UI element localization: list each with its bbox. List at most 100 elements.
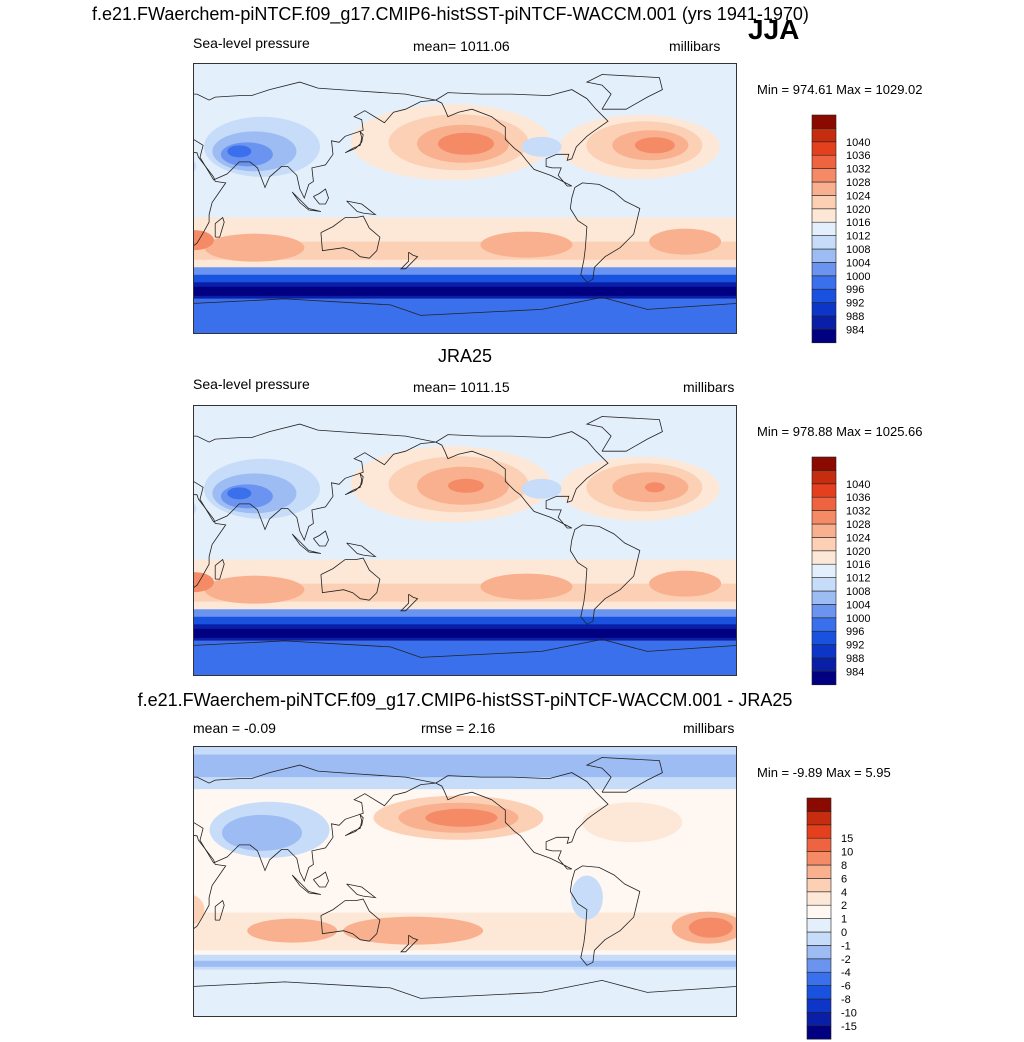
south-pacific-high <box>480 573 573 600</box>
panel2-minmax: Min = 978.88 Max = 1025.66 <box>757 424 923 439</box>
colorbar-0-box-15 <box>811 128 837 143</box>
colorbar-2-box-11 <box>806 878 832 893</box>
panel2-title: JRA25 <box>437 346 493 366</box>
colorbar-2-box-14 <box>806 837 832 852</box>
colorbar-0-box-8 <box>811 221 837 236</box>
colorbar-2-box-17 <box>806 797 832 812</box>
coastline-4 <box>569 524 641 625</box>
colorbar-2-box-7 <box>806 931 832 946</box>
asian-low-core <box>227 145 252 158</box>
asian-low-core <box>227 487 252 500</box>
coastline-10 <box>291 191 321 212</box>
south-africa-high <box>194 572 214 593</box>
panel3-units-label: millibars <box>683 720 735 736</box>
coastline-9 <box>313 871 329 888</box>
colorbar-0-label-5: 1004 <box>846 257 870 269</box>
colorbar-2-box-10 <box>806 891 832 906</box>
coastline-1 <box>194 81 436 200</box>
colorbar-0-label-13: 1036 <box>846 150 870 162</box>
colorbar-2-label-0: -15 <box>841 1021 857 1033</box>
coastline-6 <box>194 296 736 316</box>
andes-negative <box>570 875 603 920</box>
coastline-7 <box>344 130 364 154</box>
colorbar-0-label-9: 1020 <box>846 204 870 216</box>
colorbar-1-box-7 <box>811 577 837 592</box>
coastline-5 <box>585 74 663 110</box>
coastline-8 <box>214 216 225 238</box>
azores-high-core <box>634 137 675 154</box>
colorbar-2-label-10: 4 <box>841 887 847 899</box>
coastline-3 <box>435 89 609 187</box>
panel3-minmax: Min = -9.89 Max = 5.95 <box>757 765 891 780</box>
panel1-variable-label: Sea-level pressure <box>193 35 310 51</box>
colorbar-1-label-11: 1028 <box>846 519 870 531</box>
colorbar-2-box-15 <box>806 824 832 839</box>
colorbar-0-box-0 <box>811 329 837 344</box>
southern-negative-core <box>194 960 736 967</box>
colorbar-1-label-1: 988 <box>846 653 864 665</box>
coastline-2 <box>320 557 381 601</box>
coastline-10 <box>291 533 321 554</box>
colorbar-1-box-5 <box>811 604 837 619</box>
colorbar-1-label-0: 984 <box>846 666 864 678</box>
colorbar-0-box-14 <box>811 141 837 156</box>
colorbar-0-label-2: 992 <box>846 298 864 310</box>
coastlines <box>194 757 736 999</box>
colorbar-1-label-4: 1000 <box>846 613 870 625</box>
colorbar-0-label-1: 988 <box>846 311 864 323</box>
colorbar-2-label-3: -6 <box>841 981 851 993</box>
colorbar-2-box-16 <box>806 811 832 826</box>
colorbar-2-label-2: -8 <box>841 994 851 1006</box>
colorbar-2-box-13 <box>806 851 832 866</box>
indian-positive <box>247 918 338 943</box>
colorbar-2-box-5 <box>806 958 832 973</box>
panel3-mean-label: mean = -0.09 <box>193 720 276 736</box>
panel2-units-label: millibars <box>683 379 735 395</box>
colorbar-1-label-8: 1016 <box>846 559 870 571</box>
panel2-map-plot <box>194 406 736 675</box>
colorbar-0-box-4 <box>811 275 837 290</box>
coastline-12 <box>400 251 419 270</box>
coastline-3 <box>435 772 609 870</box>
colorbar-0-label-7: 1012 <box>846 231 870 243</box>
colorbar-1-box-9 <box>811 550 837 565</box>
colorbar-1-label-2: 992 <box>846 640 864 652</box>
atlantic-positive <box>582 802 683 843</box>
antarctic-band <box>194 969 736 1016</box>
colorbar-2-box-2 <box>806 998 832 1013</box>
coastline-9 <box>313 188 329 205</box>
coastline-4 <box>569 865 641 966</box>
colorbar-0-box-12 <box>811 168 837 183</box>
colorbar-1-box-2 <box>811 644 837 659</box>
colorbar-2-box-3 <box>806 985 832 1000</box>
south-atlantic-high <box>649 570 722 597</box>
colorbar-0-box-9 <box>811 208 837 223</box>
coastline-0 <box>194 152 227 246</box>
colorbar-0-label-10: 1024 <box>846 190 870 202</box>
colorbar-1-label-5: 1004 <box>846 599 870 611</box>
colorbar-0-box-10 <box>811 195 837 210</box>
colorbar-2-box-9 <box>806 904 832 919</box>
colorbar-0-box-2 <box>811 302 837 317</box>
colorbar-1-box-13 <box>811 496 837 511</box>
colorbar-1-box-1 <box>811 657 837 672</box>
coastline-12 <box>400 934 419 953</box>
coastline-8 <box>214 899 225 921</box>
indian-ocean-high <box>204 575 305 604</box>
panel3-map <box>193 746 737 1017</box>
colorbar-1-box-3 <box>811 630 837 645</box>
colorbar-1-box-14 <box>811 483 837 498</box>
coastline-7 <box>344 472 364 496</box>
saharan-low <box>194 503 197 514</box>
panel2-variable-label: Sea-level pressure <box>193 376 310 392</box>
coastline-1 <box>194 423 436 542</box>
colorbar-2-label-4: -4 <box>841 967 851 979</box>
colorbar-2-label-8: 1 <box>841 914 847 926</box>
panel1-map-plot <box>194 64 736 333</box>
colorbar-2-box-6 <box>806 945 832 960</box>
arctic-band <box>194 406 736 437</box>
coastline-7 <box>344 813 364 837</box>
coastline-8 <box>214 558 225 580</box>
colorbar-0-box-11 <box>811 181 837 196</box>
colorbar-1-box-6 <box>811 590 837 605</box>
